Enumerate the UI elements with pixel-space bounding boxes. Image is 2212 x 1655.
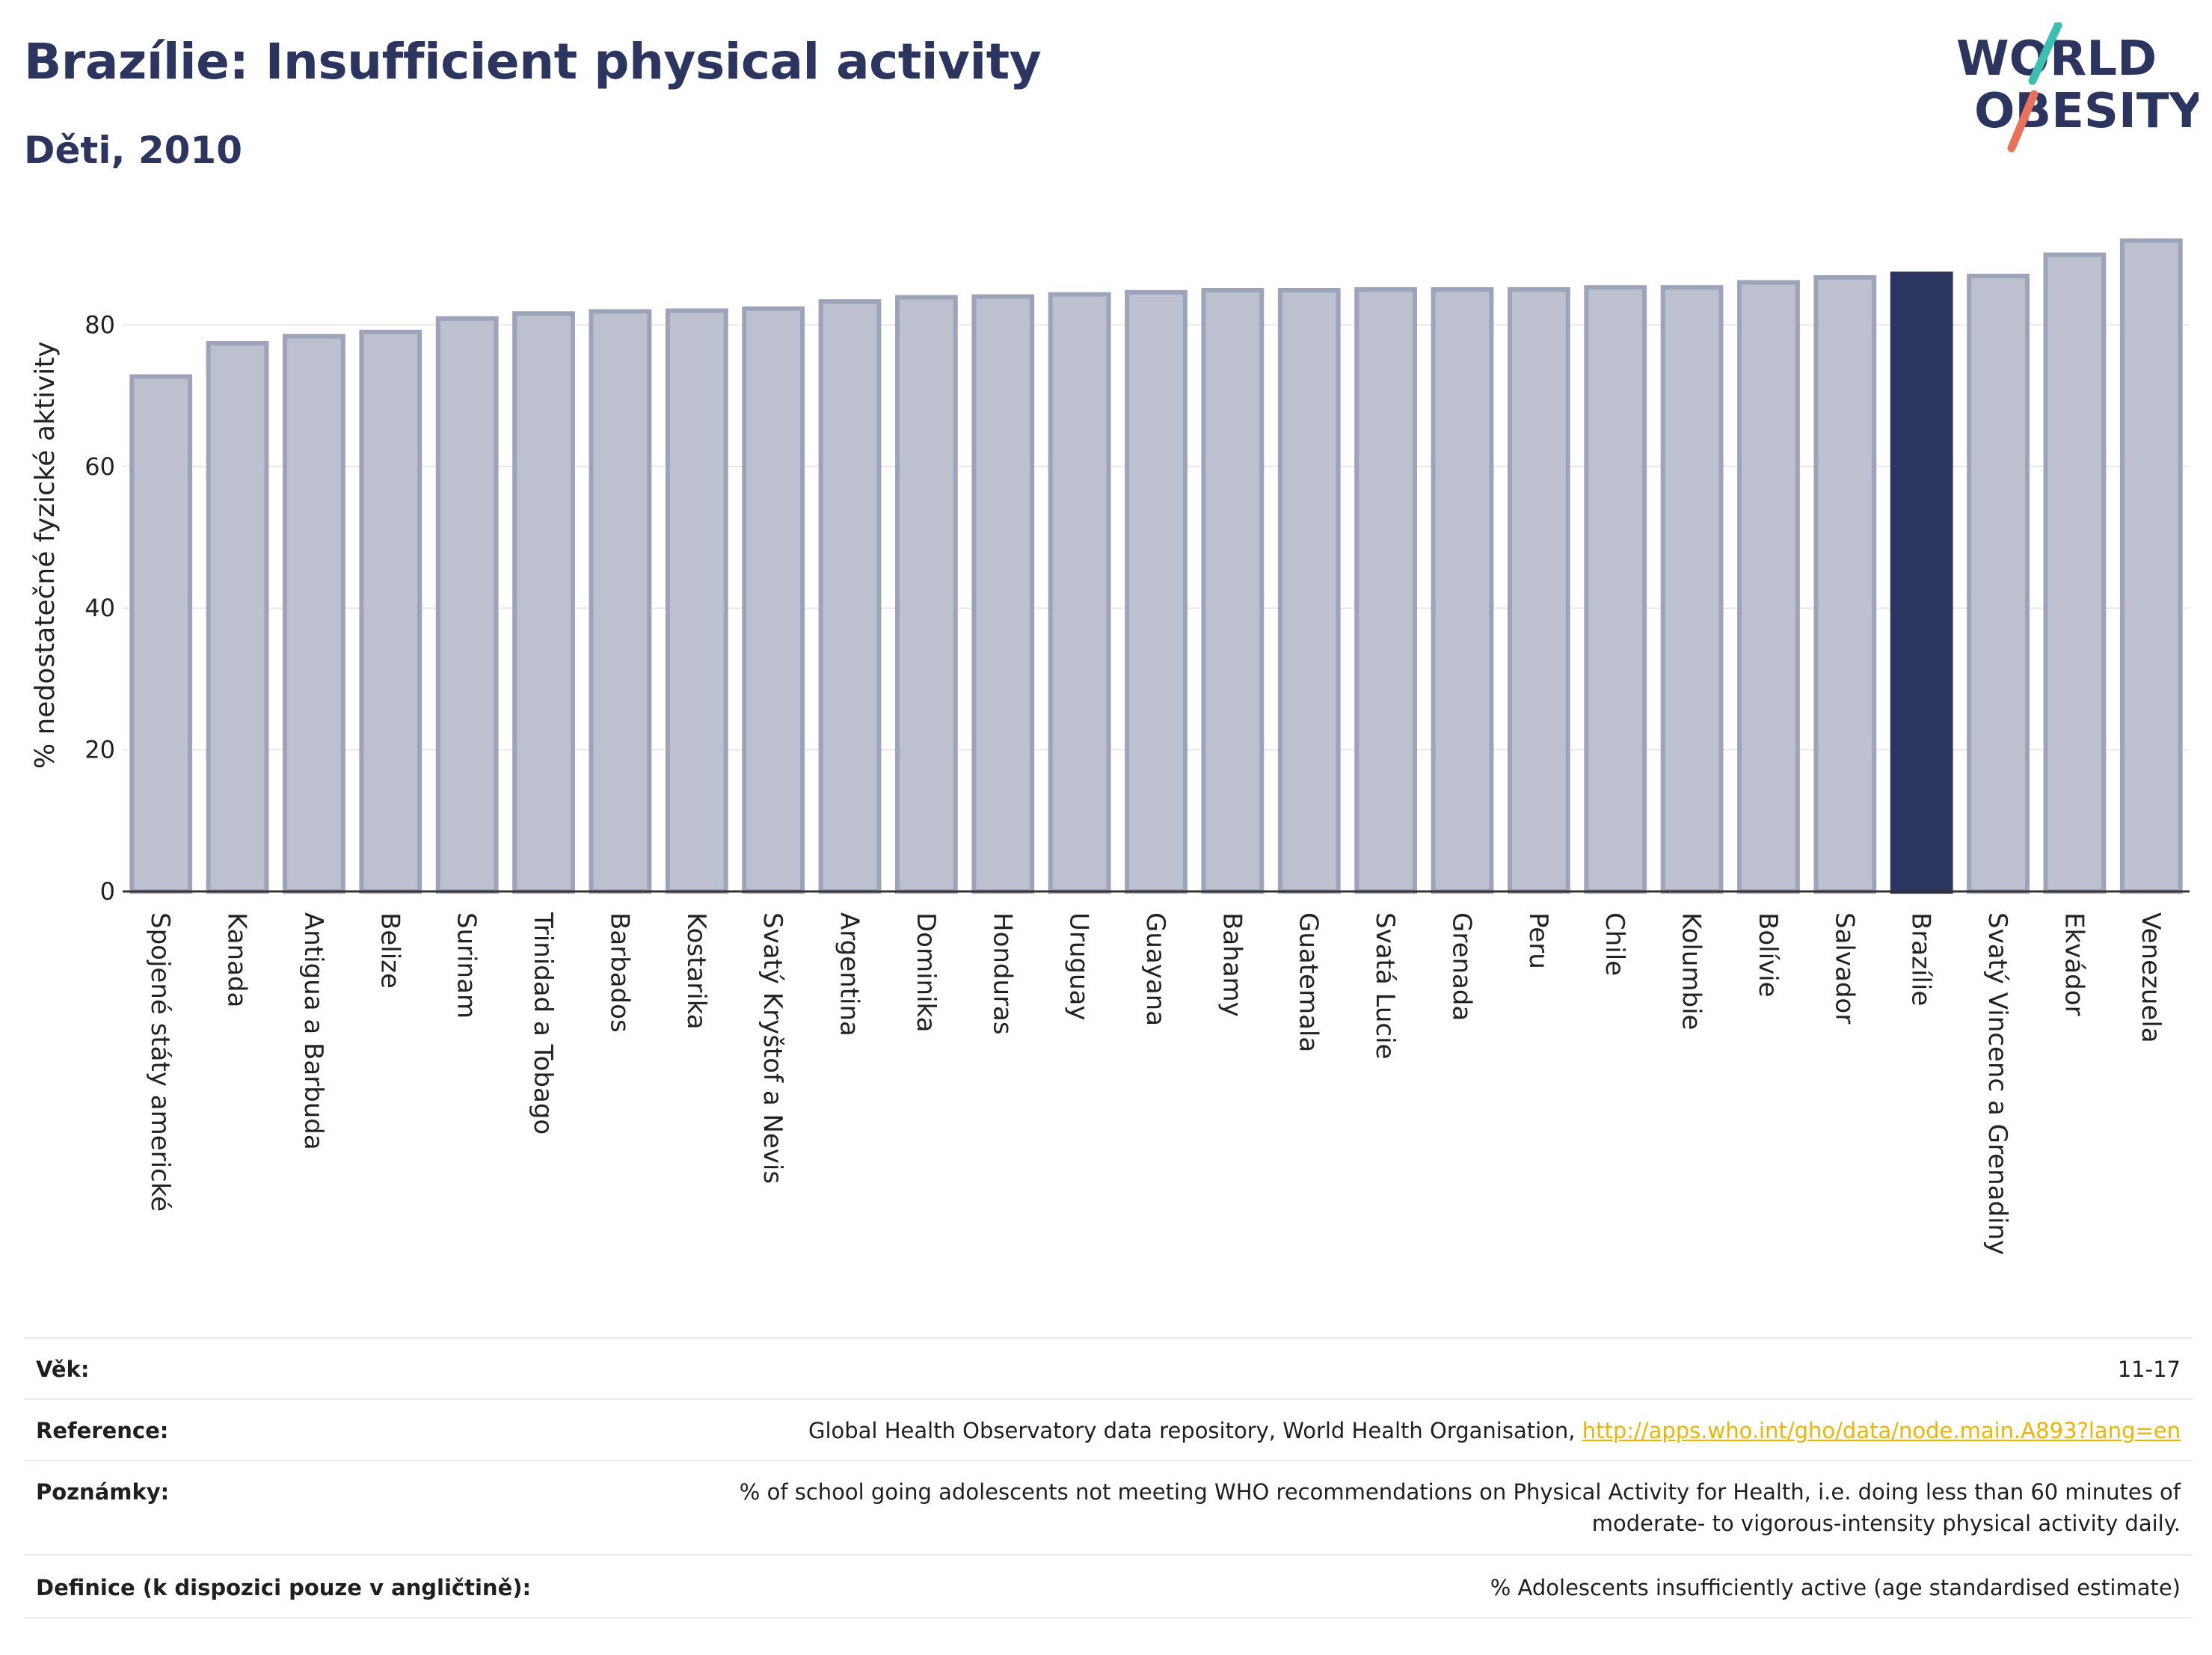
bar bbox=[742, 306, 805, 894]
x-tick-label: Argentina bbox=[835, 912, 864, 1037]
bar bbox=[1125, 289, 1188, 894]
x-tick-label: Guayana bbox=[1140, 912, 1170, 1026]
meta-row-reference: Reference: Global Health Observatory dat… bbox=[24, 1398, 2193, 1461]
bar bbox=[435, 316, 499, 894]
bar bbox=[894, 295, 958, 894]
x-tick-label: Spojené státy americké bbox=[145, 912, 175, 1212]
reference-label: Reference: bbox=[36, 1418, 169, 1443]
age-label: Věk: bbox=[36, 1357, 90, 1382]
bar bbox=[818, 299, 882, 894]
notes-label: Poznámky: bbox=[36, 1479, 170, 1505]
bar bbox=[1201, 287, 1265, 894]
bar bbox=[1048, 292, 1111, 894]
x-tick-label: Kostarika bbox=[681, 912, 711, 1030]
world-obesity-logo: WORLD OBESITY bbox=[1956, 22, 2199, 153]
reference-value: Global Health Observatory data repositor… bbox=[808, 1415, 2181, 1446]
bar bbox=[2119, 238, 2183, 894]
age-value: 11-17 bbox=[2117, 1357, 2181, 1382]
bar bbox=[129, 374, 193, 894]
bar-chart: 0 20 40 60 80 % nedostatečné fyzické aktivity… bbox=[30, 238, 2190, 1255]
x-tick-label: Svatý Vincenc a Grenadiny bbox=[1982, 912, 2012, 1255]
x-tick-label: Honduras bbox=[987, 912, 1017, 1035]
bar bbox=[283, 334, 345, 894]
bar bbox=[1737, 280, 1800, 894]
x-tick-label: Surinam bbox=[452, 912, 482, 1019]
x-tick-label: Antigua a Barbuda bbox=[298, 912, 328, 1150]
x-tick-label: Bahamy bbox=[1217, 912, 1247, 1017]
y-tick-label: 80 bbox=[85, 310, 115, 339]
bar bbox=[1507, 287, 1570, 894]
y-tick-label: 40 bbox=[85, 594, 115, 622]
bar bbox=[1890, 271, 1953, 894]
x-tick-label: Venezuela bbox=[2136, 912, 2166, 1043]
x-tick-label: Kanada bbox=[222, 912, 252, 1007]
bar bbox=[971, 294, 1035, 894]
logo-line-1: WORLD bbox=[1956, 31, 2157, 87]
x-tick-label: Peru bbox=[1523, 912, 1553, 969]
meta-row-definition: Definice (k dispozici pouze v angličtině… bbox=[24, 1554, 2193, 1618]
meta-row-age: Věk: 11-17 bbox=[24, 1337, 2193, 1400]
y-tick-label: 0 bbox=[100, 877, 115, 906]
x-tick-label: Barbados bbox=[604, 912, 634, 1033]
bar bbox=[1354, 287, 1418, 894]
bar bbox=[359, 329, 423, 894]
logo-slash-coral bbox=[2007, 90, 2039, 153]
x-tick-label: Svatá Lucie bbox=[1370, 912, 1400, 1059]
x-tick-label: Guatemala bbox=[1294, 912, 1324, 1052]
x-tick-label: Svatý Kryštof a Nevis bbox=[758, 912, 787, 1184]
definition-label: Definice (k dispozici pouze v angličtině… bbox=[36, 1575, 532, 1600]
x-tick-label: Belize bbox=[375, 912, 405, 989]
reference-text: Global Health Observatory data repositor… bbox=[808, 1418, 1576, 1443]
y-tick-label: 60 bbox=[85, 452, 115, 481]
x-tick-label: Bolívie bbox=[1753, 912, 1783, 998]
bar bbox=[512, 311, 575, 894]
x-tick-label: Grenada bbox=[1446, 912, 1476, 1021]
x-tick-label: Brazílie bbox=[1906, 912, 1936, 1006]
y-tick-label: 20 bbox=[85, 736, 115, 764]
logo-line-2: OBESITY bbox=[1974, 84, 2199, 139]
bar bbox=[1277, 287, 1341, 894]
reference-link[interactable]: http://apps.who.int/gho/data/node.main.A… bbox=[1582, 1418, 2181, 1443]
logo-slash-teal bbox=[2028, 22, 2062, 85]
notes-line-2: moderate- to vigorous-intensity physical… bbox=[1591, 1511, 2181, 1536]
definition-value: % Adolescents insufficiently active (age… bbox=[1490, 1575, 2181, 1600]
page-subtitle: Děti, 2010 bbox=[24, 129, 243, 172]
bar bbox=[206, 341, 269, 894]
notes-value: % of school going adolescents not meetin… bbox=[740, 1476, 2181, 1539]
meta-row-notes: Poznámky: % of school going adolescents … bbox=[24, 1460, 2193, 1556]
bar bbox=[1813, 274, 1877, 894]
x-tick-label: Chile bbox=[1600, 912, 1629, 976]
bar bbox=[1431, 287, 1494, 894]
x-tick-label: Ekvádor bbox=[2059, 912, 2089, 1016]
y-axis-label: % nedostatečné fyzické aktivity bbox=[30, 341, 61, 769]
bar bbox=[1584, 285, 1647, 894]
x-tick-label: Kolumbie bbox=[1677, 912, 1706, 1030]
notes-line-1: % of school going adolescents not meetin… bbox=[739, 1479, 2181, 1505]
bar bbox=[665, 308, 728, 894]
x-tick-label: Salvador bbox=[1829, 912, 1859, 1024]
x-tick-label: Trinidad a Tobago bbox=[528, 912, 558, 1134]
bar bbox=[1967, 274, 2030, 894]
page-title: Brazílie: Insufficient physical activity bbox=[24, 33, 1042, 90]
x-tick-label: Uruguay bbox=[1064, 912, 1094, 1021]
bar bbox=[589, 309, 652, 894]
bar bbox=[1660, 285, 1724, 894]
bar bbox=[2043, 252, 2107, 894]
x-tick-label: Dominika bbox=[911, 912, 941, 1032]
